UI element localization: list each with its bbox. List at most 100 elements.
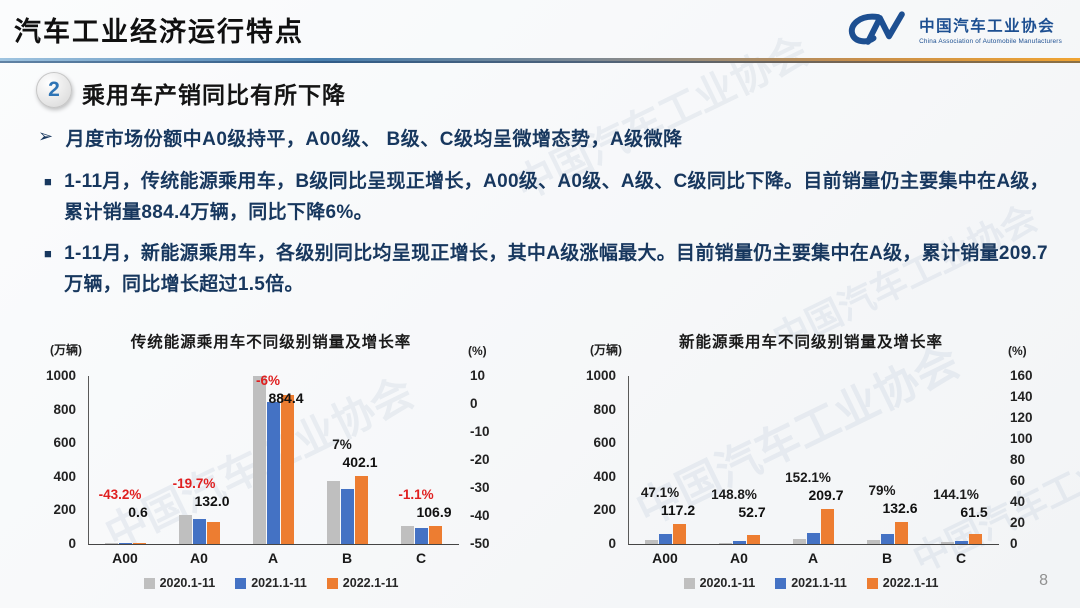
- bar-2022.1-11-A0: [747, 535, 760, 544]
- bar-2022.1-11-A: [821, 508, 834, 544]
- bar-labels: 152.1% 209.7: [764, 470, 864, 503]
- bar-2022.1-11-A00: [133, 543, 146, 544]
- legend-item: 2022.1-11: [326, 576, 398, 590]
- bar-labels: 144.1% 61.5: [912, 487, 1012, 520]
- growth-label: -6%: [255, 373, 280, 388]
- axis-tick-label: 80: [1010, 452, 1026, 467]
- bar-labels: -1.1% 106.9: [372, 487, 472, 520]
- axis-tick-label: 0: [1010, 536, 1018, 551]
- bar-2022.1-11-C: [429, 526, 442, 544]
- bar-2022.1-11-A00: [673, 524, 686, 544]
- bar-2020.1-11-B: [867, 539, 880, 544]
- bar-2021.1-11-B: [881, 533, 894, 544]
- bar-2021.1-11-B: [341, 488, 354, 544]
- bar-2020.1-11-A: [253, 376, 266, 544]
- growth-label: 144.1%: [933, 487, 979, 502]
- left-axis-unit: (万辆): [590, 343, 622, 357]
- legend-item: 2020.1-11: [683, 576, 756, 590]
- legend-swatch: [235, 577, 247, 589]
- axis-tick-label: -30: [470, 480, 490, 495]
- bar-group: [645, 524, 686, 544]
- bullet-item-text: 1-11月，传统能源乘用车，B级同比呈现正增长，A00级、A0级、A级、C级同比…: [64, 171, 1049, 223]
- category-label: A00: [112, 550, 138, 566]
- legend-swatch: [866, 577, 878, 589]
- right-axis-unit: (%): [468, 344, 487, 358]
- bullet-headline-text: 月度市场份额中A0级持平，A00级、 B级、C级均呈微增态势，A级微降: [65, 129, 683, 150]
- chart-title: 新能源乘用车不同级别销量及增长率: [678, 334, 943, 351]
- bar-2021.1-11-A0: [733, 541, 746, 544]
- legend-label: 2020.1-11: [159, 576, 216, 590]
- legend-swatch: [775, 577, 787, 589]
- legend-item: 2022.1-11: [866, 576, 939, 590]
- legend-label: 2020.1-11: [699, 576, 756, 590]
- axis-tick-label: 160: [1010, 368, 1033, 383]
- bar-group: [793, 508, 834, 544]
- axis-tick-label: -20: [470, 452, 490, 467]
- axis-tick-label: 10: [470, 368, 486, 383]
- bar-2022.1-11-B: [895, 521, 908, 544]
- growth-label: -1.1%: [398, 486, 434, 502]
- axis-tick-label: -40: [470, 508, 490, 523]
- axis-tick-label: 140: [1010, 389, 1033, 404]
- bar-group: [867, 521, 908, 544]
- bar-2022.1-11-A0: [207, 521, 220, 544]
- category-label: A0: [730, 550, 748, 566]
- category-label: C: [415, 550, 427, 566]
- axis-tick-label: 200: [53, 502, 76, 518]
- bar-group: [253, 376, 294, 544]
- org-name-cn: 中国汽车工业协会: [919, 17, 1056, 35]
- bar-2020.1-11-C: [941, 541, 954, 544]
- bar-2022.1-11-C: [969, 533, 982, 544]
- legend-item: 2021.1-11: [235, 576, 307, 590]
- axis-tick-label: 1000: [45, 368, 76, 383]
- axis-tick-label: 600: [593, 435, 616, 451]
- value-label: 61.5: [960, 504, 988, 520]
- value-label: 0.6: [128, 504, 148, 520]
- axis-tick-label: 100: [1010, 431, 1033, 446]
- left-axis-unit: (万辆): [50, 343, 82, 357]
- axis-tick-label: 600: [53, 435, 76, 451]
- growth-label: 79%: [868, 482, 896, 498]
- axis-tick-label: 20: [1010, 515, 1026, 530]
- bar-labels: 7% 402.1: [298, 437, 398, 470]
- legend-label: 2021.1-11: [251, 576, 307, 590]
- bar-labels: -19.7% 132.0: [150, 476, 250, 509]
- growth-label: 148.8%: [711, 487, 757, 502]
- value-label: 884.4: [268, 390, 304, 406]
- growth-label: 47.1%: [640, 485, 680, 501]
- bar-2021.1-11-A: [807, 532, 820, 544]
- bar-2020.1-11-B: [327, 480, 340, 544]
- section-number-badge: 2: [36, 72, 72, 108]
- bar-2021.1-11-A00: [659, 534, 672, 544]
- bar-group: [719, 535, 760, 544]
- bar-2021.1-11-A00: [119, 543, 132, 544]
- org-logo: 中国汽车工业协会 China Association of Automobile…: [847, 10, 1062, 48]
- legend-item: 2021.1-11: [775, 576, 847, 590]
- legend-label: 2022.1-11: [882, 576, 939, 590]
- plot-area: -43.2% 0.6 -19.7% 132.0 -6% 884.4 7% 402.1 -1.1%…: [88, 373, 459, 545]
- arrow-bullet-icon: ➢: [38, 126, 54, 146]
- axis-tick-label: 200: [593, 502, 616, 518]
- bar-2022.1-11-B: [355, 476, 368, 544]
- axis-tick-label: 800: [593, 401, 616, 417]
- legend-label: 2021.1-11: [791, 576, 847, 590]
- axis-tick-label: 0: [470, 396, 478, 411]
- chart-new-energy: 新能源乘用车不同级别销量及增长率 (万辆) (%) 1000 800 600 400 2…: [550, 328, 1072, 608]
- bar-labels: -43.2% 0.6: [76, 487, 176, 520]
- axis-tick-label: 400: [593, 468, 616, 484]
- legend-swatch: [143, 577, 155, 589]
- growth-label: -19.7%: [172, 475, 216, 491]
- chart-title: 传统能源乘用车不同级别销量及增长率: [130, 334, 412, 351]
- bar-labels: 47.1% 117.2: [616, 485, 716, 518]
- bar-2020.1-11-A0: [179, 514, 192, 544]
- chart-legend: 2020.1-11 2021.1-11 2022.1-11: [550, 576, 1072, 590]
- value-label: 209.7: [808, 486, 844, 503]
- axis-tick-label: 0: [608, 536, 616, 551]
- axis-tick-label: 800: [53, 401, 76, 417]
- axis-tick-label: 60: [1010, 473, 1026, 488]
- bar-2020.1-11-A00: [105, 543, 118, 544]
- category-label: A0: [190, 550, 208, 566]
- right-axis-unit: (%): [1008, 344, 1027, 358]
- bar-2020.1-11-A: [793, 538, 806, 544]
